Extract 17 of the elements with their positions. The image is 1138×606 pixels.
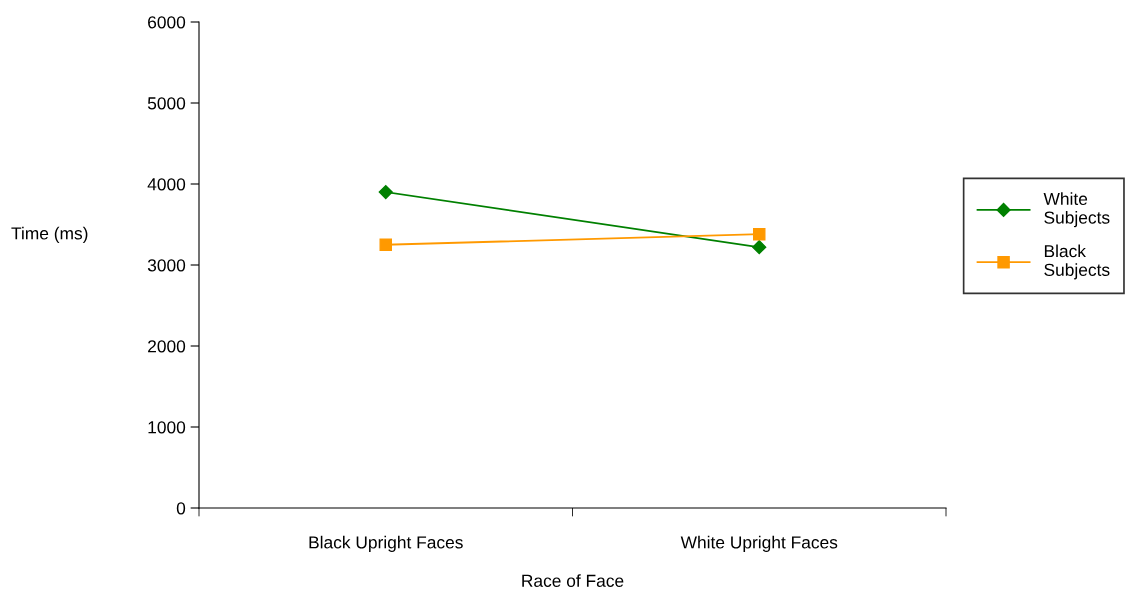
- y-tick-label: 0: [176, 502, 186, 515]
- point: [752, 227, 766, 241]
- x-axis-title: Race of Face: [522, 574, 624, 587]
- legend-label: Black Subjects: [1044, 244, 1110, 280]
- y-tick-label: 1000: [148, 421, 186, 434]
- point: [752, 240, 767, 255]
- y-tick-label: 5000: [147, 97, 186, 110]
- y-tick-label: 3000: [147, 259, 186, 272]
- x-tick-label: Black Upright Faces: [309, 535, 463, 552]
- y-tick-label: 6000: [148, 16, 186, 29]
- y-axis-title: Time (ms): [11, 226, 88, 243]
- x-tick-label: White Upright Faces: [680, 535, 838, 552]
- legend-label: White Subjects: [1043, 192, 1110, 228]
- y-tick-label: 4000: [147, 178, 186, 191]
- point: [378, 185, 393, 200]
- y-tick-label: 2000: [148, 340, 186, 353]
- point: [379, 238, 393, 252]
